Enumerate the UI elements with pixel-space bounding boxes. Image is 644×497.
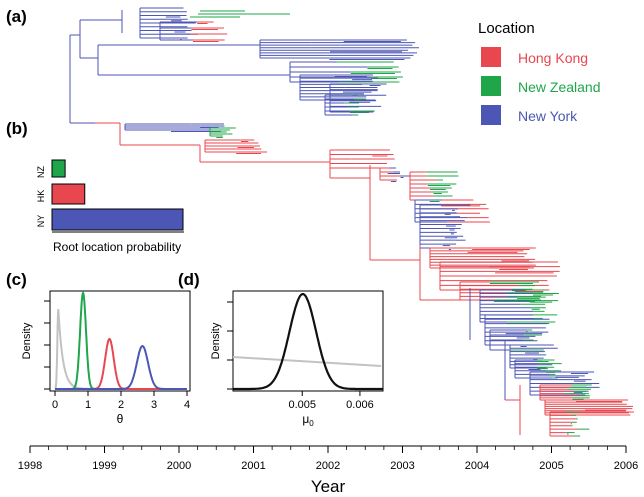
- legend-swatch-new-york: [481, 105, 501, 125]
- theta-x-tick-label: 0: [52, 399, 58, 411]
- mu-plot-frame: [232, 290, 384, 392]
- year-axis-title: Year: [311, 477, 346, 496]
- year-tick-label: 2006: [614, 460, 638, 472]
- bar-hk: [51, 183, 86, 205]
- bar-label-nz: NZ: [36, 166, 46, 178]
- panel-label-a: (a): [6, 7, 27, 26]
- bar-ny: [51, 208, 184, 231]
- theta-x-tick-label: 2: [118, 399, 124, 411]
- year-tick-label: 2003: [390, 460, 414, 472]
- theta-curve-1: [55, 291, 187, 390]
- year-tick-label: 2001: [241, 460, 265, 472]
- mu-xlabel-symbol: μ: [302, 412, 309, 426]
- theta-curves: [54, 291, 187, 390]
- year-axis: 1998 1999 2000 2001 2002 2003 2004 2005 2006 Yea…: [18, 445, 638, 496]
- mu-curve-prior: [232, 356, 382, 367]
- year-tick-label: 2005: [539, 460, 563, 472]
- year-tick-label: 1998: [18, 460, 42, 472]
- year-tick-label: 2004: [465, 460, 489, 472]
- panel-label-b: (b): [6, 119, 28, 138]
- theta-xlabel: θ: [117, 412, 124, 426]
- theta-curve-3: [55, 344, 187, 390]
- legend-label-new-york: New York: [518, 108, 578, 124]
- theta-x-tick-label: 1: [85, 399, 91, 411]
- mu-density-chart: 0.005 0.006 Density μ0: [210, 290, 384, 428]
- year-tick-label: 2000: [167, 460, 191, 472]
- legend-title: Location: [478, 20, 535, 37]
- theta-curve-0: [54, 308, 187, 390]
- theta-plot-frame: [49, 290, 191, 392]
- bar-label-ny: NY: [36, 215, 46, 228]
- mu-curve-posterior: [233, 293, 383, 391]
- year-tick-label: 2002: [316, 460, 340, 472]
- theta-curve-2: [55, 337, 187, 390]
- legend-label-new-zealand: New Zealand: [518, 79, 601, 95]
- mu-xlabel-subscript: 0: [309, 419, 314, 428]
- legend-label-hong-kong: Hong Kong: [518, 50, 588, 66]
- theta-x-tick-label: 4: [184, 399, 190, 411]
- legend-swatch-hong-kong: [481, 47, 501, 67]
- phylogenetic-tree: [69, 7, 634, 437]
- legend-swatch-new-zealand: [481, 76, 501, 96]
- bar-nz: [51, 159, 66, 178]
- mu-xlabel: μ0: [302, 412, 314, 428]
- location-legend: Location Hong Kong New Zealand New York: [478, 20, 601, 125]
- mu-curves: [232, 293, 383, 391]
- mu-y-ticks: [227, 301, 233, 390]
- root-prob-xlabel: Root location probability: [53, 240, 181, 254]
- panel-label-c: (c): [6, 270, 27, 289]
- mu-x-tick-label: 0.005: [288, 399, 316, 411]
- theta-ylabel: Density: [21, 322, 33, 359]
- root-location-chart: NZ HK NY Root location probability: [36, 159, 184, 254]
- theta-x-tick-label: 3: [151, 399, 157, 411]
- mu-ylabel: Density: [210, 322, 222, 359]
- year-ticks: 1998 1999 2000 2001 2002 2003 2004 2005 2006: [18, 446, 638, 472]
- theta-y-ticks: [44, 300, 50, 390]
- mu-x-ticks: 0.005 0.006: [288, 391, 374, 411]
- panel-label-d: (d): [178, 270, 200, 289]
- theta-density-chart: 0 1 2 3 4 Density θ: [21, 290, 191, 426]
- mu-x-tick-label: 0.006: [346, 399, 374, 411]
- year-tick-label: 1999: [92, 460, 116, 472]
- bar-label-hk: HK: [36, 190, 46, 203]
- theta-x-ticks: 0 1 2 3 4: [52, 391, 190, 411]
